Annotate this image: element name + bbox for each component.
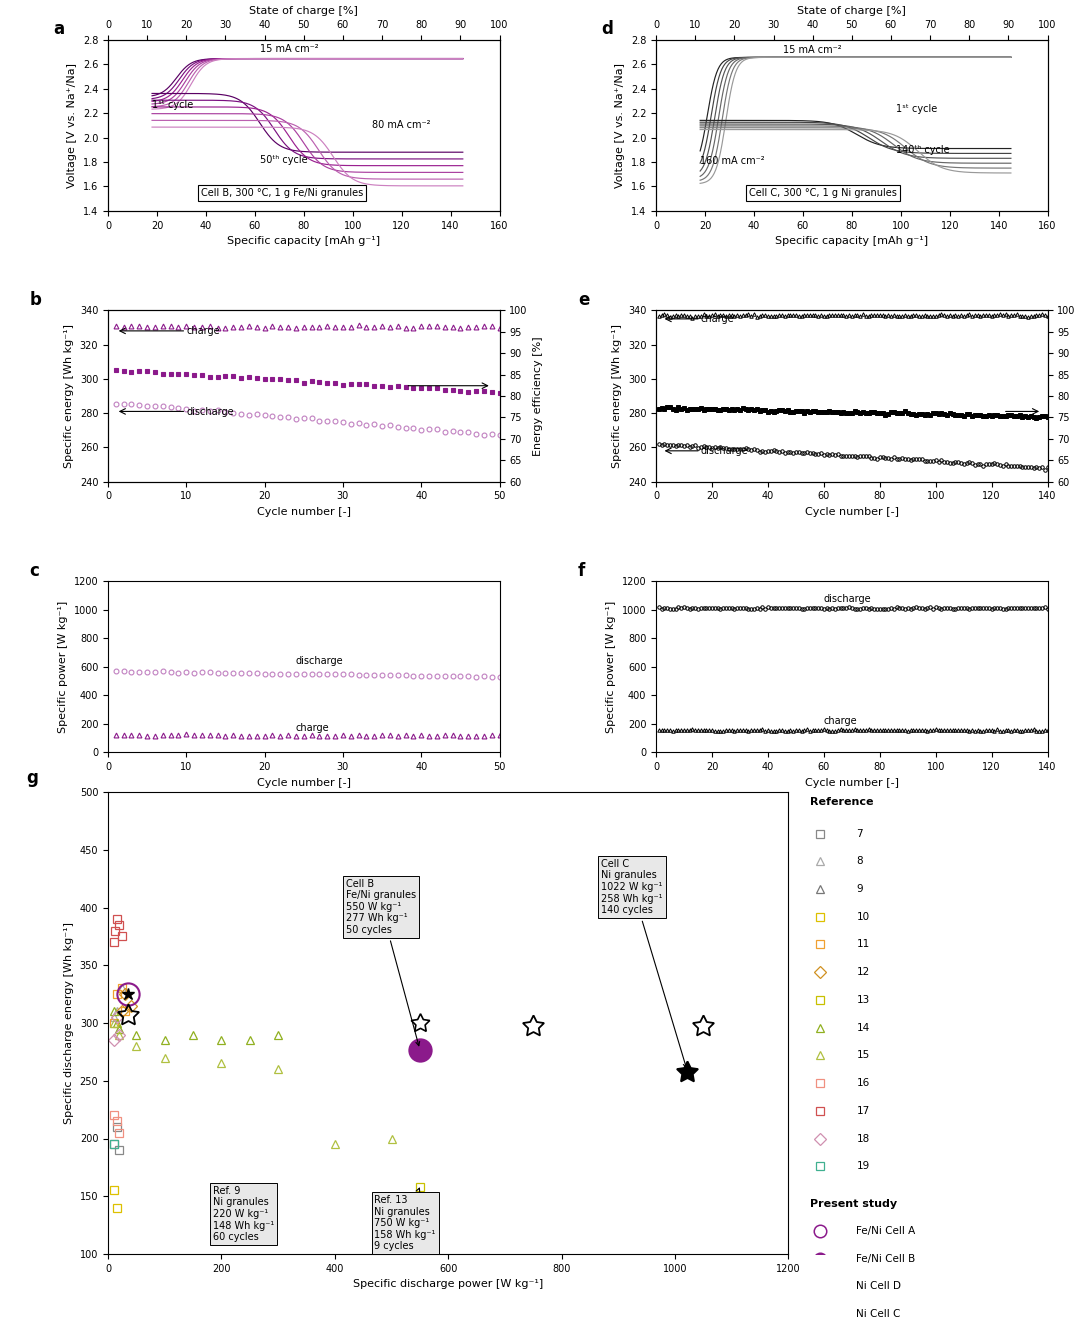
Text: 17: 17 (856, 1106, 869, 1115)
Text: discharge: discharge (187, 407, 234, 417)
Text: Ref. 9
Ni granules
220 W kg⁻¹
148 Wh kg⁻¹
60 cycles: Ref. 9 Ni granules 220 W kg⁻¹ 148 Wh kg⁻… (213, 1185, 274, 1242)
Text: f: f (578, 562, 585, 579)
Text: discharge: discharge (701, 446, 748, 457)
Y-axis label: Voltage [V vs. Na⁺/Na]: Voltage [V vs. Na⁺/Na] (616, 63, 625, 187)
Text: 15 mA cm⁻²: 15 mA cm⁻² (783, 45, 842, 55)
X-axis label: Specific discharge power [W kg⁻¹]: Specific discharge power [W kg⁻¹] (353, 1279, 543, 1290)
X-axis label: Specific capacity [mAh g⁻¹]: Specific capacity [mAh g⁻¹] (775, 236, 929, 247)
Text: Fe/Ni Cell B: Fe/Ni Cell B (856, 1254, 916, 1263)
X-axis label: Cycle number [-]: Cycle number [-] (805, 507, 899, 517)
Text: 50ᵗʰ cycle: 50ᵗʰ cycle (259, 156, 308, 165)
Text: 12: 12 (856, 968, 869, 977)
X-axis label: Cycle number [-]: Cycle number [-] (805, 777, 899, 788)
Text: d: d (602, 20, 613, 38)
Text: charge: charge (824, 715, 858, 726)
Text: 15 mA cm⁻²: 15 mA cm⁻² (259, 44, 319, 54)
Text: 19: 19 (856, 1162, 869, 1171)
Text: 8: 8 (856, 857, 863, 866)
Text: charge: charge (296, 723, 329, 734)
Text: 11: 11 (856, 940, 869, 949)
Y-axis label: Voltage [V vs. Na⁺/Na]: Voltage [V vs. Na⁺/Na] (67, 63, 78, 187)
Y-axis label: Energy efficiency [%]: Energy efficiency [%] (534, 337, 543, 455)
Y-axis label: Specific energy [Wh kg⁻¹]: Specific energy [Wh kg⁻¹] (64, 323, 75, 469)
Text: Cell B
Fe/Ni granules
550 W kg⁻¹
277 Wh kg⁻¹
50 cycles: Cell B Fe/Ni granules 550 W kg⁻¹ 277 Wh … (346, 879, 420, 1045)
Text: a: a (53, 20, 65, 38)
Text: 1ˢᵗ cycle: 1ˢᵗ cycle (896, 104, 937, 114)
Y-axis label: Specific power [W kg⁻¹]: Specific power [W kg⁻¹] (606, 601, 617, 733)
Text: charge: charge (187, 326, 220, 337)
Text: charge: charge (701, 314, 734, 325)
Text: 14: 14 (856, 1023, 869, 1032)
Text: Ni Cell D: Ni Cell D (856, 1282, 902, 1291)
Text: 9: 9 (856, 884, 863, 894)
Text: Fe/Ni Cell A: Fe/Ni Cell A (856, 1226, 916, 1236)
Text: 10: 10 (856, 912, 869, 921)
Text: 160 mA cm⁻²: 160 mA cm⁻² (700, 157, 765, 166)
Text: 1ˢᵗ cycle: 1ˢᵗ cycle (152, 100, 193, 110)
Y-axis label: Specific power [W kg⁻¹]: Specific power [W kg⁻¹] (58, 601, 68, 733)
Text: 15: 15 (856, 1051, 869, 1060)
X-axis label: Specific capacity [mAh g⁻¹]: Specific capacity [mAh g⁻¹] (227, 236, 380, 247)
Text: c: c (29, 562, 40, 579)
Text: 140ᵗʰ cycle: 140ᵗʰ cycle (896, 145, 949, 156)
Text: Ni Cell C: Ni Cell C (856, 1309, 901, 1319)
X-axis label: State of charge [%]: State of charge [%] (249, 7, 359, 16)
Text: Reference: Reference (810, 796, 874, 807)
Text: 18: 18 (856, 1134, 869, 1143)
Text: discharge: discharge (824, 594, 872, 603)
Text: Present study: Present study (810, 1199, 896, 1209)
Text: 7: 7 (856, 829, 863, 838)
Text: Cell C, 300 °C, 1 g Ni granules: Cell C, 300 °C, 1 g Ni granules (750, 189, 897, 198)
X-axis label: State of charge [%]: State of charge [%] (797, 7, 906, 16)
Text: 16: 16 (856, 1078, 869, 1088)
Y-axis label: Specific energy [Wh kg⁻¹]: Specific energy [Wh kg⁻¹] (612, 323, 622, 469)
Text: 80 mA cm⁻²: 80 mA cm⁻² (373, 120, 431, 129)
X-axis label: Cycle number [-]: Cycle number [-] (257, 777, 351, 788)
Text: g: g (26, 768, 38, 787)
Text: Cell B, 300 °C, 1 g Fe/Ni granules: Cell B, 300 °C, 1 g Fe/Ni granules (201, 189, 363, 198)
Text: Ref. 13
Ni granules
750 W kg⁻¹
158 Wh kg⁻¹
9 cycles: Ref. 13 Ni granules 750 W kg⁻¹ 158 Wh kg… (375, 1188, 436, 1251)
Text: Cell C
Ni granules
1022 W kg⁻¹
258 Wh kg⁻¹
140 cycles: Cell C Ni granules 1022 W kg⁻¹ 258 Wh kg… (602, 859, 687, 1068)
Text: b: b (29, 292, 41, 309)
X-axis label: Cycle number [-]: Cycle number [-] (257, 507, 351, 517)
Text: 13: 13 (856, 995, 869, 1005)
Y-axis label: Specific discharge energy [Wh kg⁻¹]: Specific discharge energy [Wh kg⁻¹] (64, 921, 75, 1125)
Text: e: e (578, 292, 590, 309)
Text: discharge: discharge (296, 656, 343, 665)
